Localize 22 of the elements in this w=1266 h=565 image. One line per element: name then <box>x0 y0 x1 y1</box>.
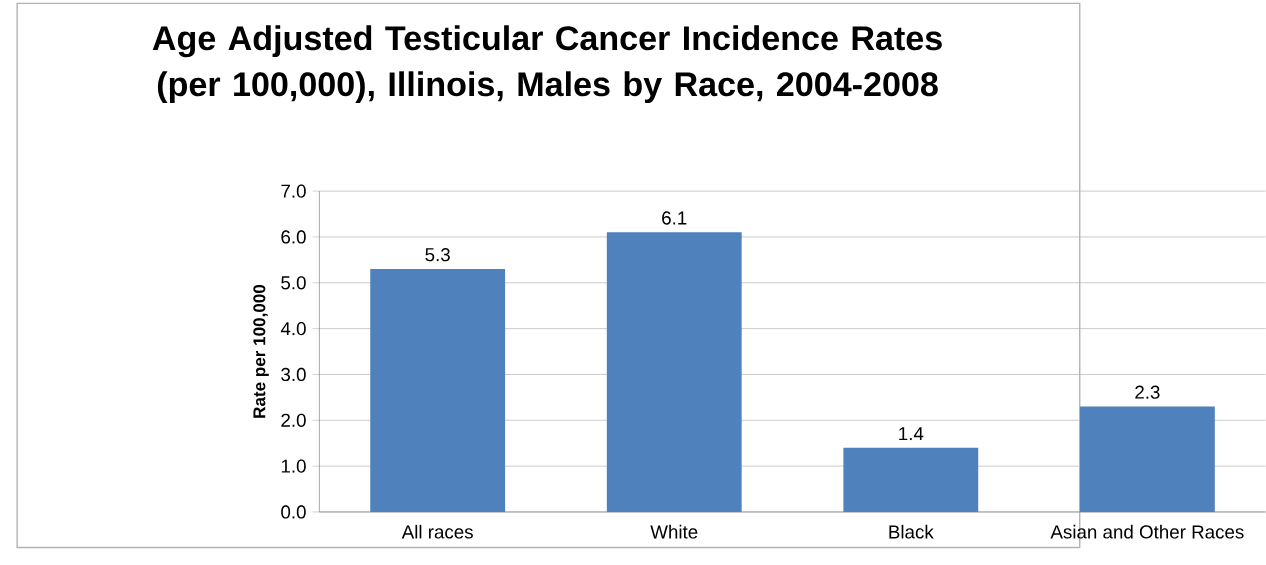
y-tick-label: 2.0 <box>281 413 306 428</box>
data-label: 2.3 <box>1135 385 1160 399</box>
x-tick-label: Black <box>889 524 934 539</box>
bar <box>1079 406 1215 513</box>
bar <box>843 447 979 513</box>
y-tick-label: 1.0 <box>281 459 306 473</box>
y-tick-label: 3.0 <box>281 367 306 382</box>
x-tick-label: Asian and Other Races <box>1050 524 1244 539</box>
chart-title: Age Adjusted Testicular Cancer Incidence Rates (per 100,000), Illinois, Males by Race, 2004-2008 <box>152 25 942 104</box>
y-tick-label: 0.0 <box>281 505 306 519</box>
bar <box>370 269 506 513</box>
y-axis-title: Rate per 100,000 <box>253 285 269 418</box>
y-tick-label: 5.0 <box>281 276 306 290</box>
y-tick-label: 7.0 <box>281 184 306 198</box>
y-tick-label: 4.0 <box>280 322 306 336</box>
x-tick-label: All races <box>401 524 473 539</box>
data-label: 6.1 <box>662 211 687 225</box>
y-tick-label: 6.0 <box>281 230 306 244</box>
data-label: 5.3 <box>425 248 450 262</box>
data-label: 1.4 <box>899 427 924 441</box>
bar <box>606 232 742 513</box>
x-tick-label: White <box>650 524 698 539</box>
